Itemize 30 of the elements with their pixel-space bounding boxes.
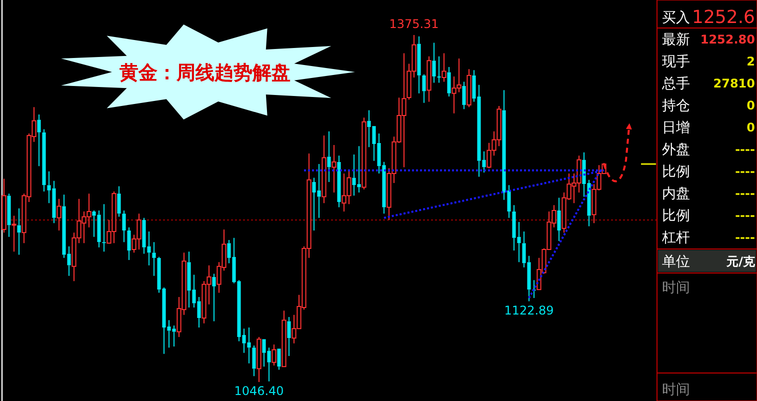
text: 2: [746, 54, 755, 68]
annotation: 1375.31: [389, 17, 439, 31]
text: ----: [735, 186, 755, 200]
annotation: 1122.89: [504, 303, 554, 318]
category-label: 单位: [662, 254, 690, 270]
category-label: 时间: [662, 280, 690, 296]
text: ----: [735, 208, 755, 222]
category-label: 总手: [661, 76, 690, 92]
text: ----: [735, 142, 755, 156]
category-label: 比例: [662, 164, 690, 180]
text: 1252.6: [692, 6, 755, 28]
text: 元/克: [726, 254, 755, 268]
text: 1252.80: [700, 32, 755, 46]
category-label: 买入: [662, 10, 690, 26]
text: ----: [735, 164, 755, 178]
text: ----: [735, 230, 755, 244]
category-label: 杠杆: [661, 230, 690, 246]
category-label: 现手: [662, 54, 690, 70]
annotation: 1046.40: [234, 384, 284, 398]
category-label: 持仓: [662, 98, 690, 114]
category-label: 内盘: [662, 186, 690, 202]
category-label: 时间: [662, 382, 690, 398]
category-label: 外盘: [662, 142, 690, 158]
category-label: 最新: [662, 32, 690, 48]
category-label: 日增: [662, 120, 690, 136]
category-label: 比例: [662, 208, 690, 224]
text: 黄金：周线趋势解盘: [118, 62, 290, 84]
text: 0: [746, 98, 755, 112]
text: 0: [746, 120, 755, 134]
text: 27810: [713, 76, 755, 90]
